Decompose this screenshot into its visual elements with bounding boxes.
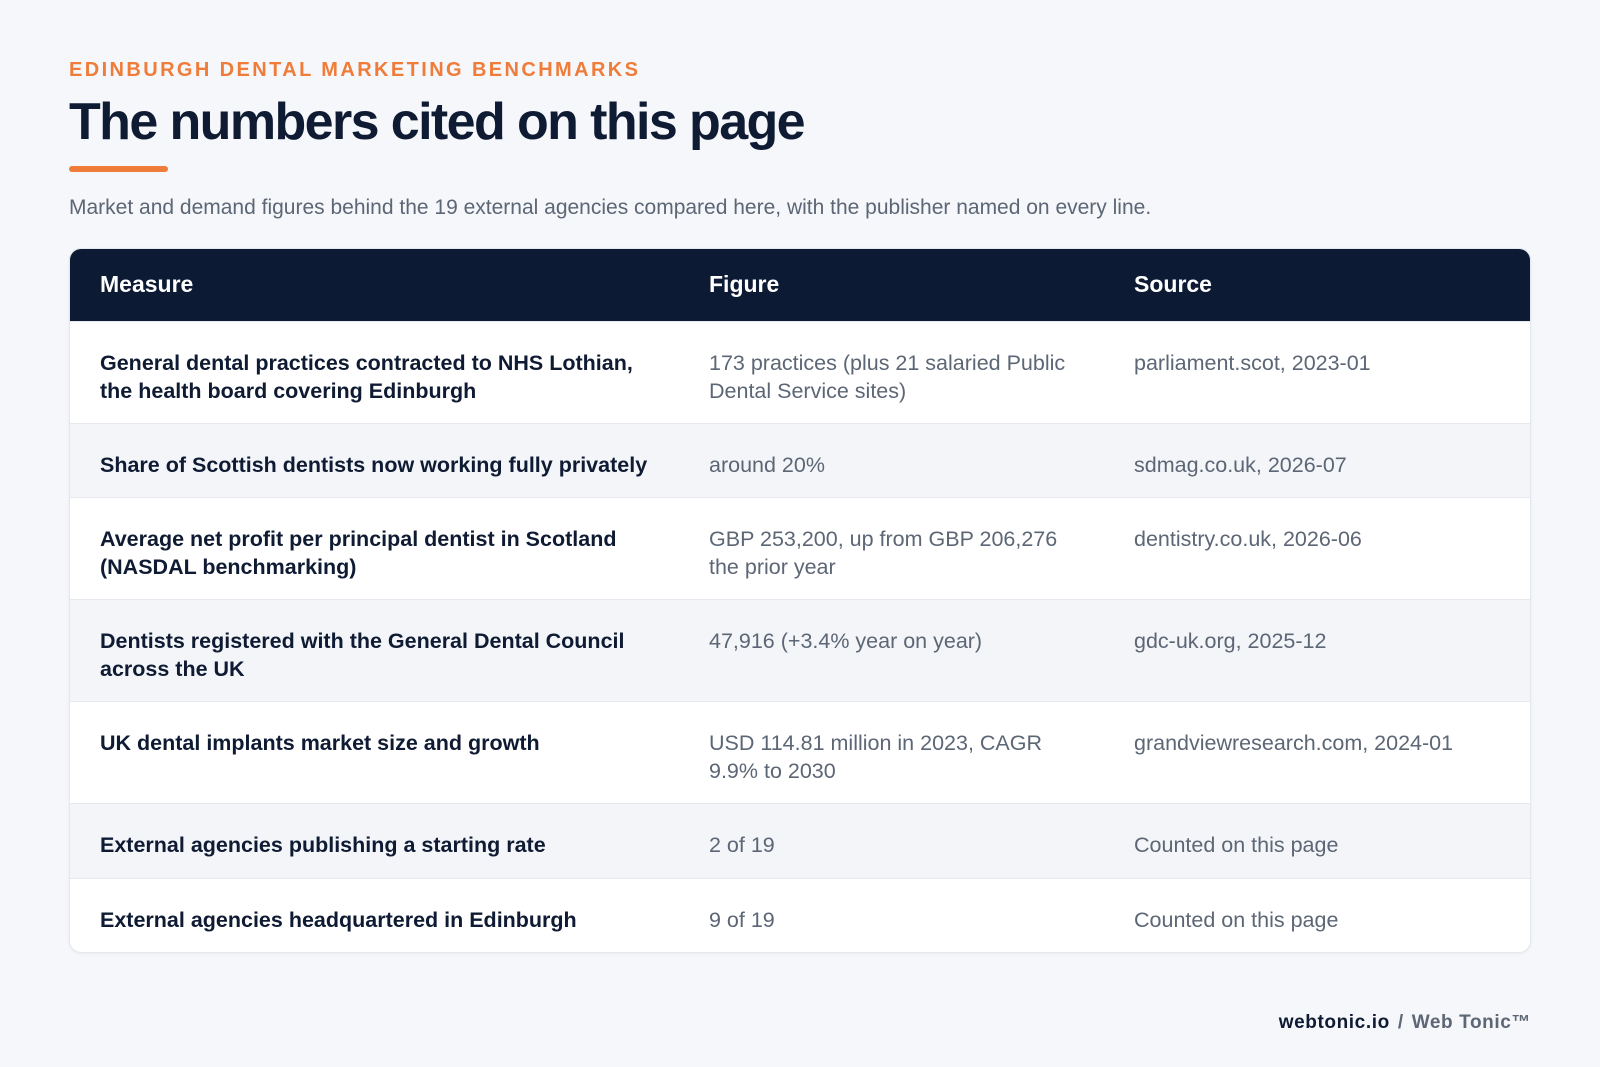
benchmarks-table-card: Measure Figure Source General dental pra… xyxy=(69,248,1531,953)
eyebrow-label: EDINBURGH DENTAL MARKETING BENCHMARKS xyxy=(69,59,641,81)
figure-cell: 2 of 19 xyxy=(679,802,1104,878)
figure-cell: 173 practices (plus 21 salaried Public D… xyxy=(679,320,1104,423)
footer-brand: Web Tonic™ xyxy=(1411,1012,1531,1033)
table-row: UK dental implants market size and growt… xyxy=(70,700,1530,803)
table-row: General dental practices contracted to N… xyxy=(70,320,1530,423)
title-accent-rule xyxy=(69,166,168,172)
measure-cell: General dental practices contracted to N… xyxy=(70,320,679,423)
benchmarks-table: Measure Figure Source General dental pra… xyxy=(70,249,1530,952)
footer-credit: webtonic.io / Web Tonic™ xyxy=(1279,1012,1531,1034)
source-cell: sdmag.co.uk, 2026-07 xyxy=(1104,422,1530,497)
page-subtitle: Market and demand figures behind the 19 … xyxy=(69,196,1152,219)
table-row: External agencies publishing a starting … xyxy=(70,802,1530,878)
source-cell: dentistry.co.uk, 2026-06 xyxy=(1104,496,1530,599)
table-row: External agencies headquartered in Edinb… xyxy=(70,877,1530,952)
footer-separator: / xyxy=(1397,1012,1404,1033)
page-title: The numbers cited on this page xyxy=(69,93,806,151)
table-row: Share of Scottish dentists now working f… xyxy=(70,422,1530,497)
source-cell: grandviewresearch.com, 2024-01 xyxy=(1104,700,1530,803)
source-cell: Counted on this page xyxy=(1104,877,1530,952)
figure-cell: 47,916 (+3.4% year on year) xyxy=(679,598,1104,701)
figure-cell: USD 114.81 million in 2023, CAGR 9.9% to… xyxy=(679,700,1104,803)
table-row: Dentists registered with the General Den… xyxy=(70,598,1530,701)
table-header: Measure Figure Source xyxy=(70,249,1530,321)
measure-cell: Average net profit per principal dentist… xyxy=(70,496,679,599)
column-header-source: Source xyxy=(1134,271,1212,298)
column-header-figure: Figure xyxy=(709,271,780,298)
footer-site-link[interactable]: webtonic.io xyxy=(1278,1012,1390,1033)
measure-cell: Dentists registered with the General Den… xyxy=(70,598,679,701)
column-header-measure: Measure xyxy=(100,271,194,298)
source-cell: gdc-uk.org, 2025-12 xyxy=(1104,598,1530,701)
figure-cell: 9 of 19 xyxy=(679,877,1104,952)
table-row: Average net profit per principal dentist… xyxy=(70,496,1530,599)
figure-cell: around 20% xyxy=(679,422,1104,497)
measure-cell: UK dental implants market size and growt… xyxy=(70,700,679,803)
source-cell: parliament.scot, 2023-01 xyxy=(1104,320,1530,423)
measure-cell: External agencies publishing a starting … xyxy=(70,802,679,878)
figure-cell: GBP 253,200, up from GBP 206,276 the pri… xyxy=(679,496,1104,599)
measure-cell: Share of Scottish dentists now working f… xyxy=(70,422,679,497)
table-body: General dental practices contracted to N… xyxy=(70,320,1530,952)
source-cell: Counted on this page xyxy=(1104,802,1530,878)
measure-cell: External agencies headquartered in Edinb… xyxy=(70,877,679,952)
